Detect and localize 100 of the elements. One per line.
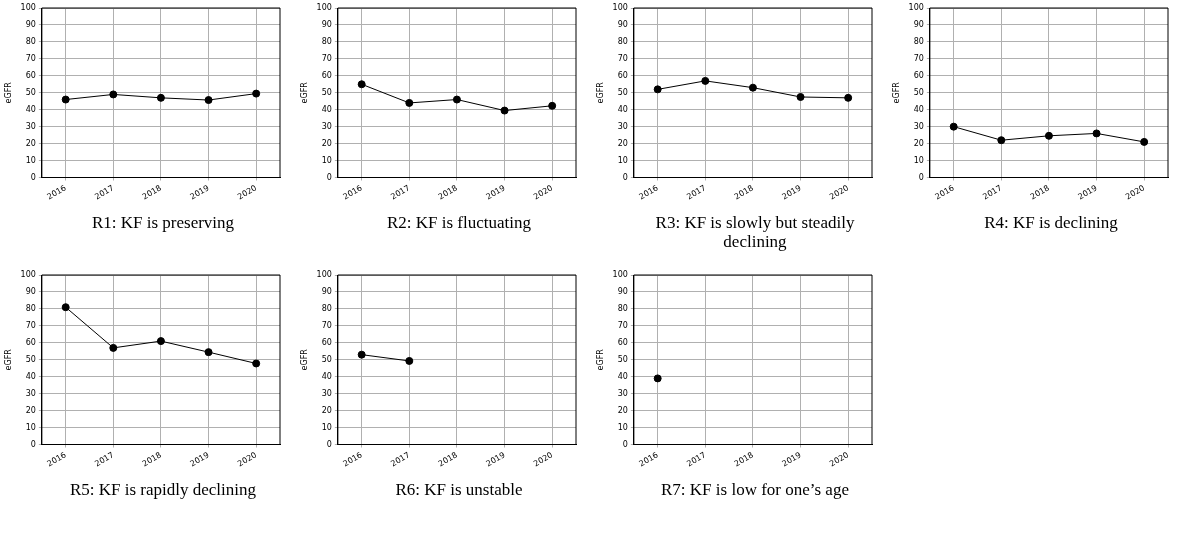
y-axis-title: eGFR	[595, 81, 605, 104]
point	[997, 136, 1006, 145]
point	[109, 343, 118, 352]
point	[653, 85, 662, 94]
y-tick-label: 0	[326, 172, 332, 182]
y-tick-label: 60	[321, 337, 332, 347]
y-tick-label: 20	[321, 405, 332, 415]
y-tick-label: 20	[617, 138, 628, 148]
y-tick-label: 50	[617, 354, 628, 364]
text: R4: KF is declining	[983, 213, 1119, 232]
y-tick-label: 40	[321, 371, 332, 381]
y-tick-label: 30	[617, 388, 628, 398]
y-tick-label: 10	[617, 155, 628, 165]
y-tick-label: 100	[316, 270, 332, 280]
point	[1092, 129, 1101, 138]
y-tick-label: 80	[321, 36, 332, 46]
y-tick-label: 70	[25, 53, 36, 63]
text: R5: KF is rapidly declining	[68, 480, 257, 499]
point	[1140, 137, 1149, 146]
y-tick-label: 50	[321, 87, 332, 97]
y-tick-label: 70	[913, 53, 924, 63]
y-tick-label: 100	[612, 270, 628, 280]
y-tick-label: 0	[918, 172, 924, 182]
y-tick-label: 60	[617, 337, 628, 347]
y-tick-label: 100	[908, 3, 924, 13]
y-tick-label: 20	[913, 138, 924, 148]
y-tick-label: 80	[25, 303, 36, 313]
y-tick-label: 70	[617, 320, 628, 330]
text: R2: KF is fluctuating	[386, 213, 532, 232]
y-tick-label: 70	[321, 320, 332, 330]
y-tick-label: 10	[913, 155, 924, 165]
y-tick-label: 40	[25, 371, 36, 381]
y-tick-label: 100	[316, 3, 332, 13]
y-tick-label: 60	[25, 70, 36, 80]
point	[844, 93, 853, 102]
y-tick-label: 10	[321, 422, 332, 432]
point	[796, 92, 805, 101]
y-tick-label: 90	[617, 20, 628, 30]
y-tick-label: 10	[25, 155, 36, 165]
y-tick-label: 20	[25, 138, 36, 148]
y-tick-label: 0	[326, 439, 332, 449]
point	[204, 348, 213, 357]
y-tick-label: 50	[321, 354, 332, 364]
text: R1: KF is preserving	[90, 213, 236, 232]
y-tick-label: 30	[617, 121, 628, 131]
y-tick-label: 30	[913, 121, 924, 131]
y-tick-label: 50	[913, 87, 924, 97]
y-tick-label: 30	[25, 388, 36, 398]
point	[252, 89, 261, 98]
text: R3: KF is slowly but steadily declining	[654, 213, 856, 251]
y-axis-title: eGFR	[299, 348, 309, 371]
y-tick-label: 70	[617, 53, 628, 63]
point	[452, 95, 461, 104]
point	[949, 122, 958, 131]
point	[61, 95, 70, 104]
y-tick-label: 60	[321, 70, 332, 80]
y-tick-label: 60	[913, 70, 924, 80]
y-tick-label: 40	[913, 104, 924, 114]
y-tick-label: 50	[617, 87, 628, 97]
point	[61, 303, 70, 312]
text: R7: KF is low for one’s age	[660, 480, 850, 499]
y-tick-label: 80	[617, 303, 628, 313]
y-tick-label: 0	[30, 439, 36, 449]
point	[204, 96, 213, 105]
y-tick-label: 80	[617, 36, 628, 46]
point	[109, 90, 118, 99]
y-tick-label: 40	[617, 371, 628, 381]
point	[701, 76, 710, 85]
y-tick-label: 30	[25, 121, 36, 131]
y-tick-label: 100	[612, 3, 628, 13]
point	[156, 337, 165, 346]
y-axis-title: eGFR	[299, 81, 309, 104]
y-tick-label: 100	[20, 270, 36, 280]
point	[548, 101, 557, 110]
y-tick-label: 60	[617, 70, 628, 80]
y-tick-label: 50	[25, 87, 36, 97]
y-tick-label: 30	[321, 121, 332, 131]
y-tick-label: 80	[321, 303, 332, 313]
y-tick-label: 0	[622, 172, 628, 182]
y-tick-label: 70	[25, 320, 36, 330]
y-tick-label: 20	[617, 405, 628, 415]
y-tick-label: 90	[321, 20, 332, 30]
y-tick-label: 20	[321, 138, 332, 148]
y-tick-label: 80	[25, 36, 36, 46]
point	[252, 359, 261, 368]
y-tick-label: 30	[321, 388, 332, 398]
y-tick-label: 70	[321, 53, 332, 63]
y-tick-label: 90	[25, 287, 36, 297]
point	[156, 93, 165, 102]
y-tick-label: 10	[25, 422, 36, 432]
y-tick-label: 90	[617, 287, 628, 297]
y-tick-label: 0	[622, 439, 628, 449]
y-tick-label: 10	[617, 422, 628, 432]
y-tick-label: 100	[20, 3, 36, 13]
y-axis-title: eGFR	[3, 348, 13, 371]
y-tick-label: 90	[25, 20, 36, 30]
y-tick-label: 40	[25, 104, 36, 114]
point	[500, 106, 509, 115]
y-tick-label: 90	[913, 20, 924, 30]
point	[405, 98, 414, 107]
